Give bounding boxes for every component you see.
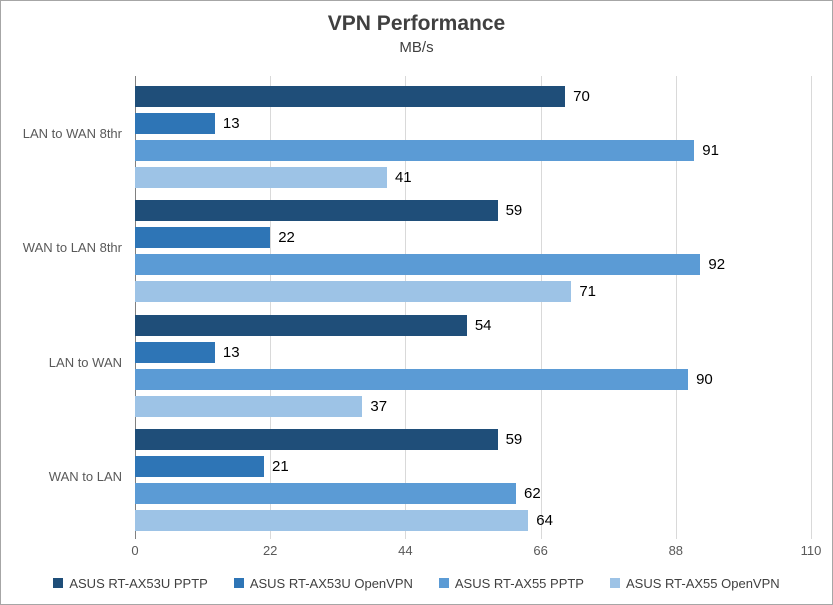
bar-value-label: 59 <box>505 202 523 220</box>
legend: ASUS RT-AX53U PPTP ASUS RT-AX53U OpenVPN A… <box>1 574 832 592</box>
bar <box>135 227 271 249</box>
bar-row: 59 <box>135 200 811 222</box>
bar-row: 71 <box>135 281 811 303</box>
bar <box>135 281 572 303</box>
bar-row: 54 <box>135 314 811 336</box>
chart-subtitle: MB/s <box>399 39 434 56</box>
bar-row: 92 <box>135 254 811 276</box>
bar-value-label: 13 <box>222 114 240 132</box>
category-label: LAN to WAN 8thr <box>22 125 122 141</box>
bar-value-label: 41 <box>394 168 412 186</box>
x-tick-label: 44 <box>398 543 413 558</box>
bar-value-label: 37 <box>370 397 388 415</box>
bar-value-label: 13 <box>222 343 240 361</box>
x-tick-label: 88 <box>668 543 684 558</box>
bar-group: 54 13 90 37 <box>135 305 811 420</box>
bar-row: 37 <box>135 395 811 417</box>
bar-value-label: 70 <box>573 87 590 105</box>
bar <box>135 139 695 161</box>
category-label: WAN to LAN <box>48 469 122 485</box>
bar-row: 21 <box>135 456 811 478</box>
bar-value-label: 64 <box>536 512 553 530</box>
bar-value-label: 59 <box>505 431 523 449</box>
bar-value-label: 92 <box>708 256 726 274</box>
legend-swatch <box>53 578 64 588</box>
legend-label: ASUS RT-AX55 OpenVPN <box>625 575 780 591</box>
bar-row: 13 <box>135 112 811 134</box>
bar <box>135 510 529 532</box>
gridline <box>675 76 677 539</box>
legend-label: ASUS RT-AX53U PPTP <box>69 575 208 591</box>
bar <box>135 254 701 276</box>
bar <box>135 85 566 107</box>
plot-area: 70 13 91 41 59 22 92 71 54 13 90 37 59 21 62 64 <box>135 76 812 539</box>
bar-row: 41 <box>135 166 811 188</box>
x-tick-label: 0 <box>131 543 139 558</box>
gridline <box>540 76 542 539</box>
bar-row: 64 <box>135 510 811 532</box>
legend-swatch <box>233 578 244 588</box>
chart-title: VPN Performance <box>327 12 506 35</box>
bar-row: 90 <box>135 368 811 390</box>
legend-item: ASUS RT-AX55 OpenVPN <box>609 575 780 591</box>
bar <box>135 368 689 390</box>
bar <box>135 314 467 336</box>
legend-item: ASUS RT-AX53U PPTP <box>53 575 208 591</box>
bar <box>135 429 498 451</box>
y-axis-labels: LAN to WAN 8thr WAN to LAN 8thr LAN to WAN… <box>1 76 122 534</box>
category-label: LAN to WAN <box>48 354 122 370</box>
gridline <box>405 76 407 539</box>
bar-value-label: 22 <box>278 229 295 247</box>
bar <box>135 112 215 134</box>
x-tick-label: 110 <box>800 543 822 558</box>
category-label: WAN to LAN 8thr <box>22 240 122 256</box>
bar-value-label: 21 <box>272 458 289 476</box>
bar <box>135 483 517 505</box>
legend-label: ASUS RT-AX53U OpenVPN <box>249 575 413 591</box>
y-axis-line <box>135 76 136 539</box>
bar-group: 70 13 91 41 <box>135 76 811 191</box>
legend-item: ASUS RT-AX55 PPTP <box>438 575 584 591</box>
bar <box>135 456 265 478</box>
bar-row: 91 <box>135 139 811 161</box>
bar-row: 13 <box>135 341 811 363</box>
legend-label: ASUS RT-AX55 PPTP <box>454 575 584 591</box>
legend-item: ASUS RT-AX53U OpenVPN <box>233 575 413 591</box>
bar-row: 22 <box>135 227 811 249</box>
bar-row: 62 <box>135 483 811 505</box>
x-tick-label: 66 <box>533 543 548 558</box>
bar-value-label: 91 <box>702 141 719 159</box>
bar-group: 59 22 92 71 <box>135 191 811 306</box>
x-axis: 0 22 44 66 88 110 <box>131 543 821 559</box>
bar-value-label: 62 <box>524 485 541 503</box>
bar-groups: 70 13 91 41 59 22 92 71 54 13 90 37 59 21 62 64 <box>135 76 811 534</box>
bar-value-label: 90 <box>696 370 713 388</box>
bar <box>135 341 215 363</box>
gridline <box>270 76 272 539</box>
bar <box>135 166 387 188</box>
x-tick-label: 22 <box>262 543 278 558</box>
gridline <box>811 76 812 539</box>
bar-row: 70 <box>135 85 811 107</box>
bar-value-label: 71 <box>579 283 596 301</box>
legend-swatch <box>438 578 449 588</box>
bar <box>135 395 363 417</box>
bar-group: 59 21 62 64 <box>135 420 811 535</box>
bar-value-label: 54 <box>474 316 492 334</box>
bar <box>135 200 498 222</box>
bar-row: 59 <box>135 429 811 451</box>
legend-swatch <box>609 578 620 588</box>
